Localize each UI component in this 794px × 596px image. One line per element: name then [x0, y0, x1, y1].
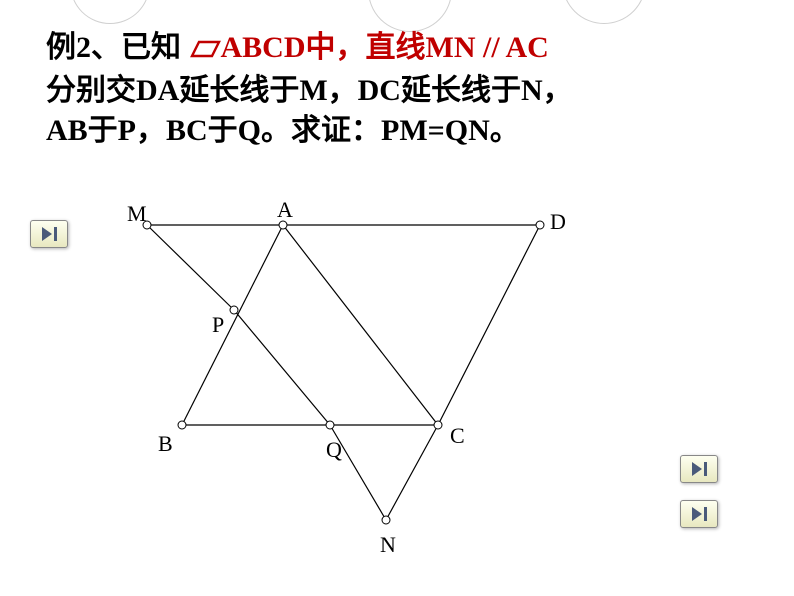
text-line3: AB于P，BC于Q。求证：PM=QN。: [46, 114, 520, 147]
parallelogram-icon: [189, 30, 221, 71]
nav-button-right-bot[interactable]: [680, 500, 718, 528]
point-label-P: P: [212, 312, 224, 338]
point-label-Q: Q: [326, 437, 342, 463]
problem-statement: 例2、已知 ABCD中，直线MN // AC 分别交DA延长线于M，DC延长线于…: [46, 28, 766, 152]
nav-button-left[interactable]: [30, 220, 68, 248]
text-pre: 例2、已知: [46, 31, 181, 64]
point-label-A: A: [277, 197, 293, 223]
diagram-svg: [100, 180, 620, 550]
bg-circle: [70, 0, 150, 24]
point-label-D: D: [550, 209, 566, 235]
point-label-B: B: [158, 431, 173, 457]
point-label-M: M: [127, 201, 147, 227]
nav-button-right-top[interactable]: [680, 455, 718, 483]
point-label-N: N: [380, 532, 396, 558]
text-line2: 分别交DA延长线于M，DC延长线于N，: [46, 74, 573, 107]
bg-circle: [562, 0, 646, 24]
geometry-diagram: MADPBQCN: [100, 180, 620, 550]
point-label-C: C: [450, 423, 465, 449]
text-red1: ABCD中，直线MN // AC: [221, 31, 549, 64]
